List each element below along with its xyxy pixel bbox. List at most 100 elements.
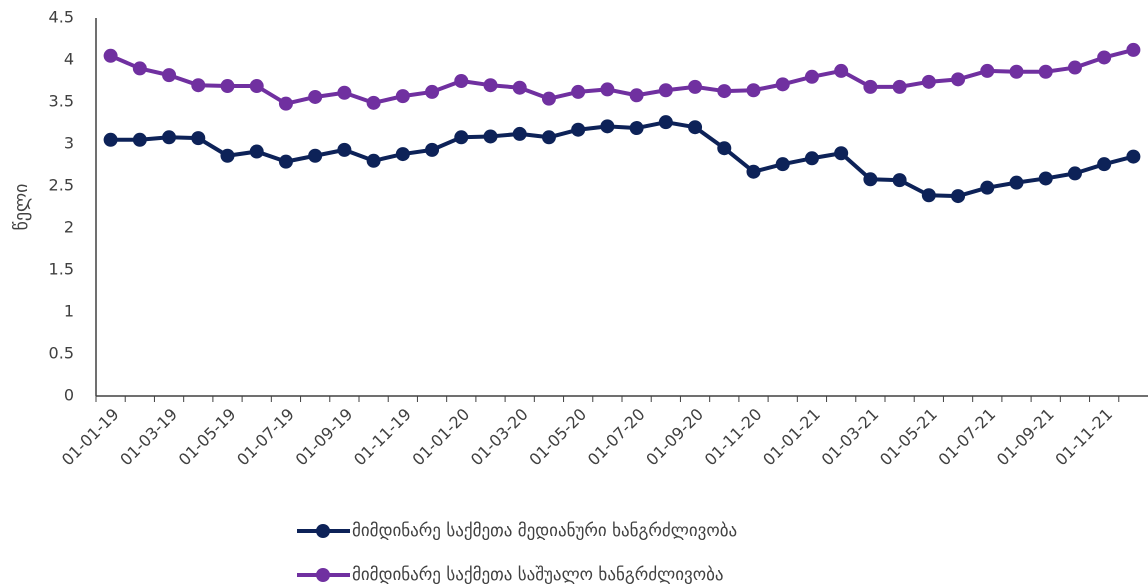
series-marker bbox=[921, 74, 936, 89]
legend: მიმდინარე საქმეთა მედიანური ხანგრძლივობა… bbox=[297, 521, 737, 585]
x-tick-label: 01-05-20 bbox=[525, 405, 590, 470]
y-tick-label: 1 bbox=[64, 302, 74, 321]
series-marker bbox=[1097, 50, 1112, 65]
series-marker bbox=[454, 130, 469, 145]
y-tick-label: 3.5 bbox=[49, 92, 74, 111]
y-tick-label: 3 bbox=[64, 134, 74, 153]
series-marker bbox=[629, 88, 644, 103]
series-marker bbox=[688, 120, 703, 135]
series-marker bbox=[1067, 60, 1082, 75]
x-tick-label: 01-07-19 bbox=[233, 405, 298, 470]
x-tick-label: 01-07-21 bbox=[934, 405, 999, 470]
series-marker bbox=[863, 172, 878, 187]
series-marker bbox=[629, 121, 644, 136]
y-tick-label: 0.5 bbox=[49, 344, 74, 363]
series-marker bbox=[863, 79, 878, 94]
x-tick-label: 01-05-21 bbox=[876, 405, 941, 470]
series-marker bbox=[162, 130, 177, 145]
series-marker bbox=[1097, 157, 1112, 172]
series-marker bbox=[834, 146, 849, 161]
series-marker bbox=[717, 141, 732, 156]
series-marker bbox=[249, 144, 264, 159]
series-marker bbox=[951, 72, 966, 87]
series-marker bbox=[103, 48, 118, 63]
series-line bbox=[109, 47, 1134, 106]
series-marker bbox=[571, 122, 586, 137]
series-marker bbox=[1038, 171, 1053, 186]
series-marker bbox=[717, 84, 732, 99]
series-marker bbox=[746, 164, 761, 179]
series-marker bbox=[1009, 64, 1024, 79]
series-marker bbox=[1009, 175, 1024, 190]
series-marker bbox=[804, 151, 819, 166]
series-marker bbox=[688, 79, 703, 94]
series-marker bbox=[191, 131, 206, 146]
series-marker bbox=[103, 132, 118, 147]
series-marker bbox=[980, 180, 995, 195]
x-tick-label: 01-11-19 bbox=[350, 405, 415, 470]
x-tick-label: 01-09-21 bbox=[993, 405, 1058, 470]
series-marker bbox=[278, 96, 293, 111]
series-marker bbox=[512, 126, 527, 141]
x-tick-label: 01-03-19 bbox=[116, 405, 181, 470]
series-marker bbox=[191, 78, 206, 93]
series-marker bbox=[308, 89, 323, 104]
series-marker bbox=[834, 63, 849, 78]
series-marker bbox=[1126, 42, 1141, 57]
series-marker bbox=[366, 153, 381, 168]
series-marker bbox=[775, 157, 790, 172]
series-marker bbox=[658, 83, 673, 98]
x-tick-label: 01-07-20 bbox=[584, 405, 649, 470]
series-marker bbox=[395, 89, 410, 104]
series-marker bbox=[892, 173, 907, 188]
x-tick-label: 01-11-21 bbox=[1051, 405, 1116, 470]
series-marker bbox=[512, 80, 527, 95]
series-marker bbox=[278, 154, 293, 169]
series-marker bbox=[951, 189, 966, 204]
x-tick-label: 01-05-19 bbox=[175, 405, 240, 470]
y-tick-label: 4.5 bbox=[49, 8, 74, 27]
x-tick-label: 01-01-21 bbox=[759, 405, 824, 470]
y-axis-label: წელი bbox=[11, 184, 32, 231]
series-marker bbox=[746, 83, 761, 98]
series-marker bbox=[804, 69, 819, 84]
series-marker bbox=[1038, 64, 1053, 79]
legend-marker bbox=[316, 524, 330, 538]
x-tick-label: 01-01-20 bbox=[408, 405, 473, 470]
y-tick-label: 2.5 bbox=[49, 176, 74, 195]
series-marker bbox=[132, 61, 147, 76]
y-tick-label: 4 bbox=[64, 50, 74, 69]
series-marker bbox=[308, 148, 323, 163]
x-tick-label: 01-09-20 bbox=[642, 405, 707, 470]
series-marker bbox=[775, 77, 790, 92]
series-marker bbox=[571, 84, 586, 99]
series-marker bbox=[600, 82, 615, 97]
series-marker bbox=[162, 68, 177, 83]
series-marker bbox=[600, 119, 615, 134]
legend-label: მიმდინარე საქმეთა მედიანური ხანგრძლივობა bbox=[352, 521, 737, 541]
series-marker bbox=[337, 85, 352, 100]
series-marker bbox=[541, 91, 556, 106]
x-tick-label: 01-03-21 bbox=[818, 405, 883, 470]
series-line bbox=[110, 120, 1134, 199]
y-tick-label: 2 bbox=[64, 218, 74, 237]
series-marker bbox=[892, 79, 907, 94]
series-marker bbox=[483, 78, 498, 93]
series-marker bbox=[337, 142, 352, 157]
series-marker bbox=[658, 115, 673, 130]
series-marker bbox=[483, 129, 498, 144]
series-marker bbox=[249, 79, 264, 94]
series-marker bbox=[220, 148, 235, 163]
series-marker bbox=[1067, 166, 1082, 181]
series-marker bbox=[454, 74, 469, 88]
y-tick-label: 1.5 bbox=[49, 260, 74, 279]
x-tick-label: 01-09-19 bbox=[292, 405, 357, 470]
x-tick-label: 01-03-20 bbox=[467, 405, 532, 470]
legend-label: მიმდინარე საქმეთა საშუალო ხანგრძლივობა bbox=[352, 565, 724, 585]
x-tick-label: 01-11-20 bbox=[701, 405, 766, 470]
y-tick-label: 0 bbox=[64, 386, 74, 405]
series-marker bbox=[541, 130, 556, 145]
series-marker bbox=[921, 188, 936, 203]
series-marker bbox=[425, 84, 440, 99]
